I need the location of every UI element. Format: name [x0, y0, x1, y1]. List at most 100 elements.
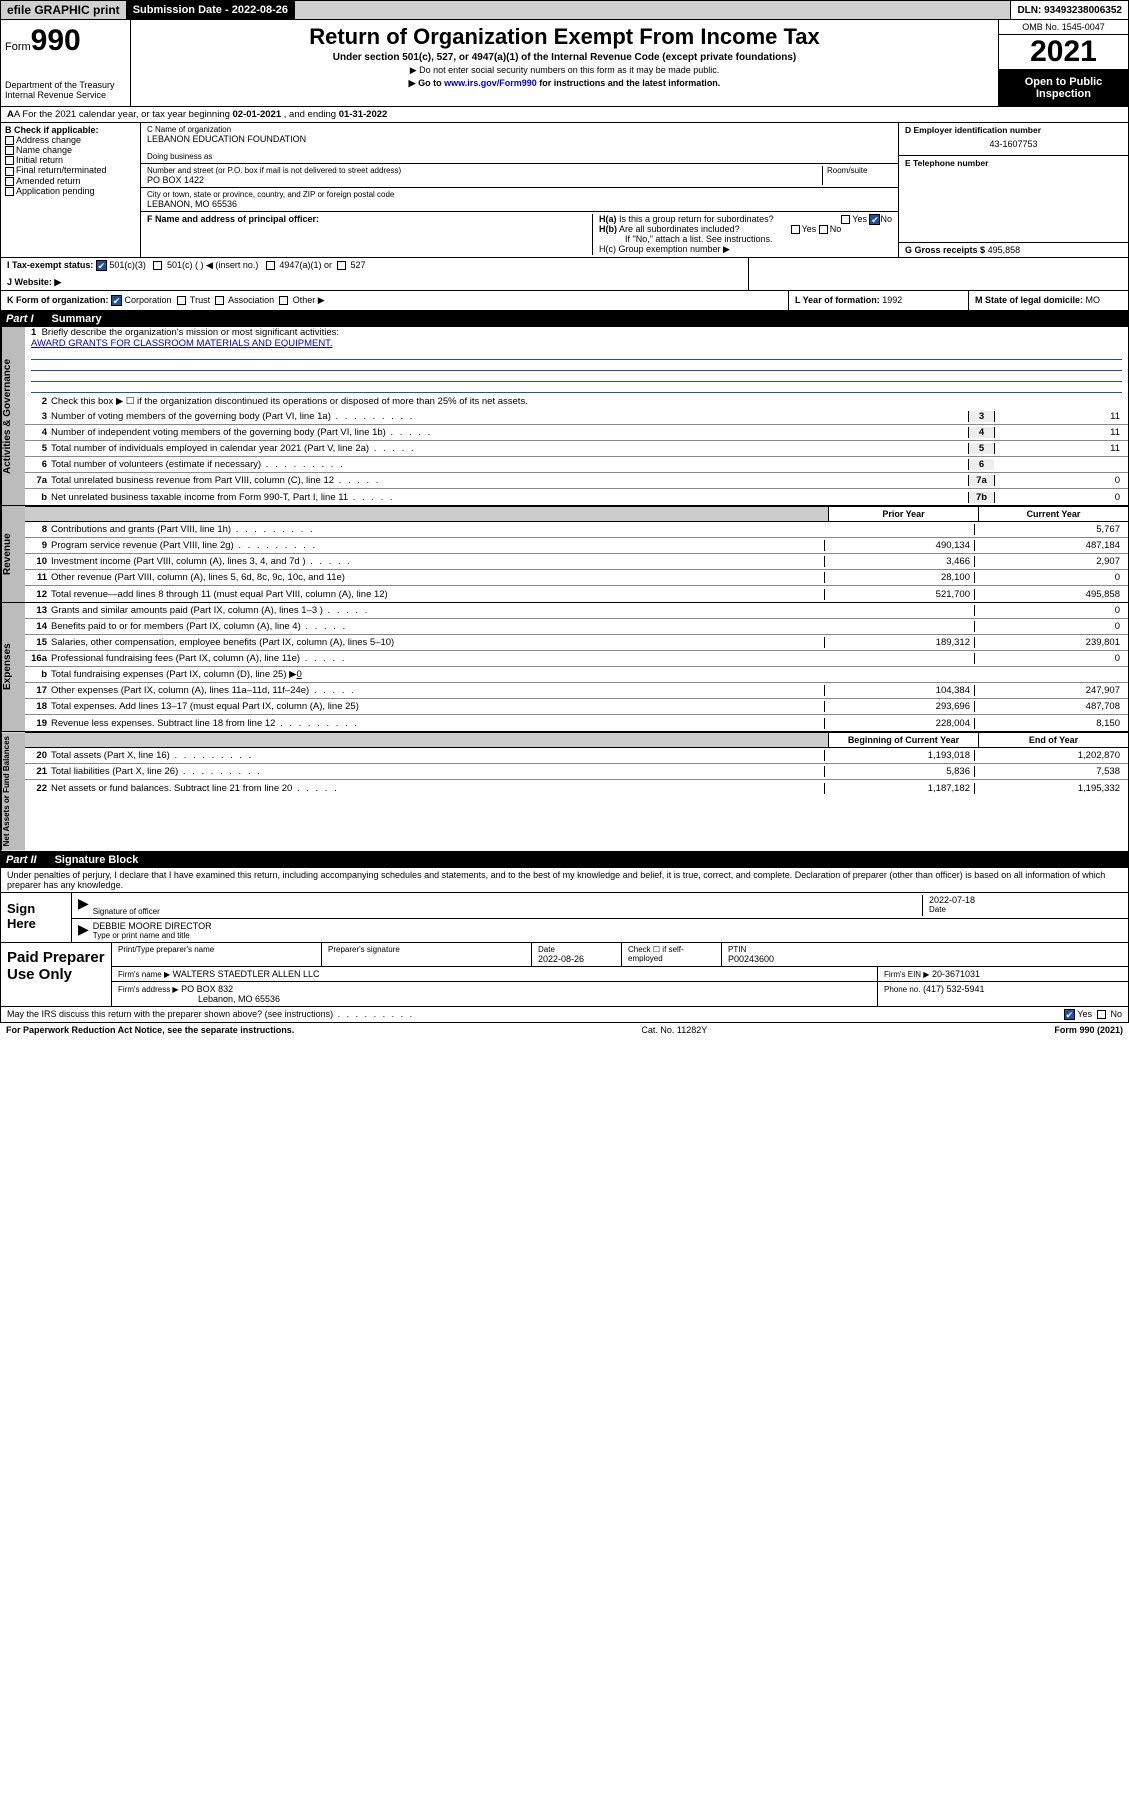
mission-label: Briefly describe the organization's miss…: [42, 327, 340, 338]
line-10: Investment income (Part VIII, column (A)…: [51, 556, 824, 567]
line-20: Total assets (Part X, line 16): [51, 750, 824, 761]
expenses-section: Expenses 13Grants and similar amounts pa…: [0, 603, 1129, 732]
org-city: LEBANON, MO 65536: [147, 199, 892, 209]
cb-trust[interactable]: [177, 296, 186, 305]
ha-no-checked[interactable]: ✔: [869, 214, 880, 225]
opt-trust: Trust: [190, 295, 210, 305]
py-10: 3,466: [824, 556, 974, 567]
form-number: 990: [31, 24, 81, 57]
cb-corp-checked[interactable]: ✔: [111, 295, 122, 306]
open-to-public: Open to Public Inspection: [999, 70, 1128, 106]
block-b: B Check if applicable: Address change Na…: [1, 123, 141, 257]
vtab-net-assets: Net Assets or Fund Balances: [1, 732, 25, 850]
addr-label: Number and street (or P.O. box if mail i…: [147, 166, 822, 175]
cy-22: 1,195,332: [974, 783, 1124, 794]
hb-yes[interactable]: [791, 225, 800, 234]
efile-print-button[interactable]: efile GRAPHIC print: [1, 1, 127, 19]
sign-here-label: Sign Here: [1, 893, 71, 942]
cb-label-3: Final return/terminated: [16, 165, 107, 175]
officer-label: F Name and address of principal officer:: [147, 214, 319, 224]
py-17: 104,384: [824, 685, 974, 696]
firm-addr-label: Firm's address ▶: [118, 985, 179, 994]
row-klm: K Form of organization: ✔ Corporation Tr…: [0, 291, 1129, 311]
hb-no[interactable]: [819, 225, 828, 234]
line-16a: Professional fundraising fees (Part IX, …: [51, 653, 824, 664]
form-subtitle-3: ▶ Go to www.irs.gov/Form990 for instruct…: [137, 78, 992, 89]
line-19: Revenue less expenses. Subtract line 18 …: [51, 718, 824, 729]
room-label: Room/suite: [822, 166, 892, 185]
line-4: Number of independent voting members of …: [51, 427, 968, 438]
cy-16a: 0: [974, 653, 1124, 664]
l16b-val: 0: [296, 669, 301, 680]
cb-assoc[interactable]: [215, 296, 224, 305]
yes-2: Yes: [802, 224, 817, 234]
goto-prefix: ▶ Go to: [409, 78, 444, 88]
cat-no: Cat. No. 11282Y: [294, 1025, 1054, 1035]
prep-date: 2022-08-26: [538, 954, 615, 964]
ha-yes[interactable]: [841, 215, 850, 224]
val-5: 11: [994, 443, 1124, 454]
rule-3: [31, 371, 1122, 382]
ptin-value: P00243600: [728, 954, 1122, 964]
website-label: J Website: ▶: [7, 277, 61, 287]
footer-discuss: May the IRS discuss this return with the…: [0, 1007, 1129, 1023]
firm-addr1: PO BOX 832: [181, 984, 233, 994]
firm-ein-label: Firm's EIN ▶: [884, 970, 929, 979]
checkbox-name-change[interactable]: [5, 146, 14, 155]
firm-phone: (417) 532-5941: [923, 984, 985, 994]
firm-name-label: Firm's name ▶: [118, 970, 170, 979]
row-i-j: I Tax-exempt status: ✔ 501(c)(3) 501(c) …: [0, 258, 1129, 291]
checkbox-final-return[interactable]: [5, 167, 14, 176]
line-5: Total number of individuals employed in …: [51, 443, 968, 454]
cb-501c[interactable]: [153, 261, 162, 270]
discuss-yes-checked[interactable]: ✔: [1064, 1009, 1075, 1020]
row-a-tax-year: AA For the 2021 calendar year, or tax ye…: [0, 107, 1129, 123]
year-formation-label: L Year of formation:: [795, 295, 880, 305]
cy-19: 8,150: [974, 718, 1124, 729]
cb-4947[interactable]: [266, 261, 275, 270]
checkbox-app-pending[interactable]: [5, 187, 14, 196]
cy-15: 239,801: [974, 637, 1124, 648]
org-name-label: C Name of organization: [147, 125, 892, 134]
header-left: Form990 Department of the Treasury Inter…: [1, 20, 131, 106]
block-h: H(a) Is this a group return for subordin…: [592, 214, 892, 255]
rule-2: [31, 360, 1122, 371]
line-7a: Total unrelated business revenue from Pa…: [51, 475, 968, 486]
cb-other[interactable]: [279, 296, 288, 305]
domicile: MO: [1086, 295, 1101, 305]
mission-text: AWARD GRANTS FOR CLASSROOM MATERIALS AND…: [31, 338, 333, 349]
cb-527[interactable]: [337, 261, 346, 270]
discuss-question: May the IRS discuss this return with the…: [7, 1009, 414, 1019]
vtab-revenue: Revenue: [1, 506, 25, 602]
sig-officer-label: Signature of officer: [93, 907, 922, 916]
checkbox-initial-return[interactable]: [5, 156, 14, 165]
checkbox-amended[interactable]: [5, 177, 14, 186]
val-3: 11: [994, 411, 1124, 422]
tax-year-end: 01-31-2022: [339, 109, 388, 120]
checkbox-address-change[interactable]: [5, 136, 14, 145]
py-11: 28,100: [824, 572, 974, 583]
py-21: 5,836: [824, 766, 974, 777]
py-9: 490,134: [824, 540, 974, 551]
governance-section: Activities & Governance 1 Briefly descri…: [0, 327, 1129, 506]
block-b-label: B Check if applicable:: [5, 125, 136, 135]
irs-link[interactable]: www.irs.gov/Form990: [444, 78, 537, 88]
cb-501c3-checked[interactable]: ✔: [96, 260, 107, 271]
opt-501c: 501(c) ( ) ◀ (insert no.): [167, 260, 258, 270]
line-17: Other expenses (Part IX, column (A), lin…: [51, 685, 824, 696]
discuss-no-label: No: [1110, 1009, 1122, 1019]
line-22: Net assets or fund balances. Subtract li…: [51, 783, 824, 794]
ptin-label: PTIN: [728, 945, 1122, 954]
py-12: 521,700: [824, 589, 974, 600]
signature-block: Under penalties of perjury, I declare th…: [0, 868, 1129, 943]
ein-value: 43-1607753: [905, 135, 1122, 153]
arrow-icon: ▶: [78, 895, 89, 916]
line-18: Total expenses. Add lines 13–17 (must eq…: [51, 701, 824, 712]
discuss-no[interactable]: [1097, 1010, 1106, 1019]
declaration-text: Under penalties of perjury, I declare th…: [1, 868, 1128, 892]
part1-num: Part I: [6, 313, 34, 325]
l16b-pre: Total fundraising expenses (Part IX, col…: [51, 669, 296, 680]
dept-treasury: Department of the Treasury: [5, 80, 126, 90]
paid-preparer-label: Paid Preparer Use Only: [1, 943, 111, 1006]
cb-label-4: Amended return: [16, 176, 81, 186]
